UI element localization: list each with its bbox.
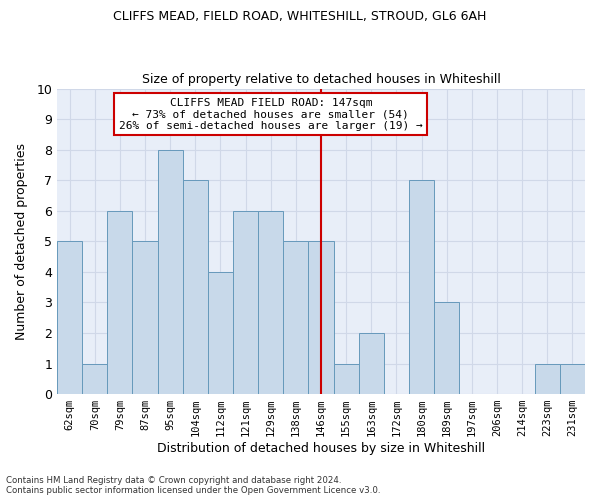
Bar: [158, 150, 183, 394]
Bar: [133, 242, 158, 394]
Bar: [258, 211, 283, 394]
Bar: [434, 302, 460, 394]
Bar: [107, 211, 133, 394]
Text: CLIFFS MEAD, FIELD ROAD, WHITESHILL, STROUD, GL6 6AH: CLIFFS MEAD, FIELD ROAD, WHITESHILL, STR…: [113, 10, 487, 23]
Bar: [359, 333, 384, 394]
Bar: [334, 364, 359, 394]
Title: Size of property relative to detached houses in Whiteshill: Size of property relative to detached ho…: [142, 73, 500, 86]
Text: CLIFFS MEAD FIELD ROAD: 147sqm
← 73% of detached houses are smaller (54)
26% of : CLIFFS MEAD FIELD ROAD: 147sqm ← 73% of …: [119, 98, 422, 131]
Bar: [535, 364, 560, 394]
Bar: [208, 272, 233, 394]
Text: Contains HM Land Registry data © Crown copyright and database right 2024.
Contai: Contains HM Land Registry data © Crown c…: [6, 476, 380, 495]
Bar: [57, 242, 82, 394]
X-axis label: Distribution of detached houses by size in Whiteshill: Distribution of detached houses by size …: [157, 442, 485, 455]
Bar: [409, 180, 434, 394]
Bar: [183, 180, 208, 394]
Bar: [560, 364, 585, 394]
Y-axis label: Number of detached properties: Number of detached properties: [15, 143, 28, 340]
Bar: [308, 242, 334, 394]
Bar: [283, 242, 308, 394]
Bar: [233, 211, 258, 394]
Bar: [82, 364, 107, 394]
